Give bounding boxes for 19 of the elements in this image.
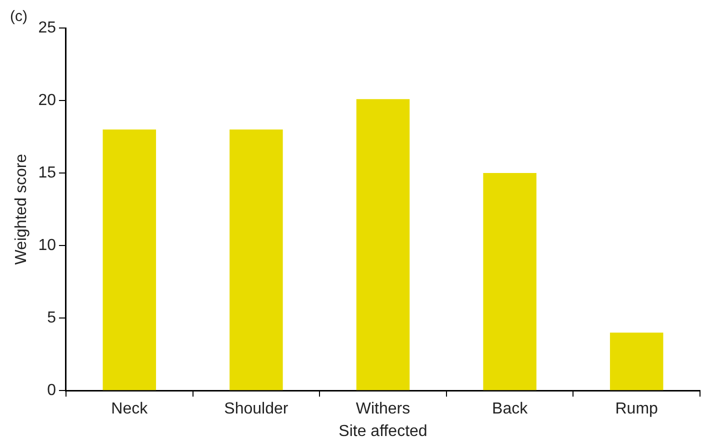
y-tick-label: 15 — [38, 164, 56, 182]
y-axis-title: Weighted score — [13, 154, 30, 265]
y-tick-label: 10 — [38, 236, 56, 254]
y-tick-label: 0 — [47, 382, 56, 400]
text: (c) — [10, 8, 28, 25]
x-tick-label: Withers — [356, 400, 410, 418]
bar — [102, 130, 156, 390]
x-tick-label: Neck — [111, 400, 149, 418]
x-axis-title: Site affected — [338, 422, 428, 440]
bar — [610, 332, 664, 390]
bar — [483, 173, 536, 390]
y-tick-label: 20 — [38, 92, 56, 109]
y-tick-label: 5 — [47, 309, 56, 326]
bar — [356, 99, 410, 390]
x-tick-label: Rump — [615, 400, 658, 418]
y-tick-label: 25 — [38, 19, 56, 36]
x-tick-label: Shoulder — [224, 400, 289, 418]
x-tick-label: Back — [492, 400, 529, 418]
bar — [230, 130, 283, 390]
